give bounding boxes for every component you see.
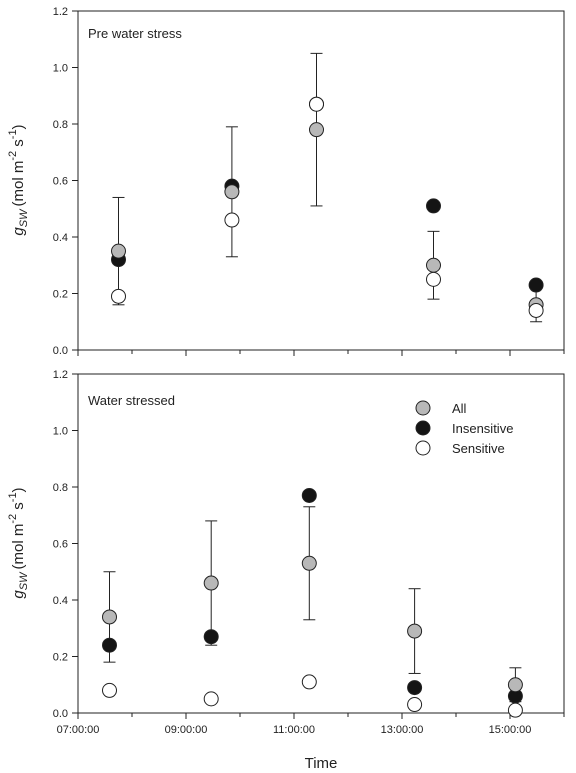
sensitive-point [309, 96, 324, 112]
y-tick-label: 1.2 [53, 369, 68, 381]
sensitive-point [407, 697, 423, 713]
panel-water-stressed: Water stressed 0.0 0.2 0.4 0.6 0.8 1.0 1.2 07:… [7, 369, 565, 772]
legend-marker-sensitive [415, 440, 431, 456]
panel-pre-water-stress: Pre water stress 0.0 0.2 0.4 0.6 0.8 1.0 1.2 g… [7, 6, 565, 357]
y-tick-label: 0.0 [53, 708, 68, 720]
plot-frame-1 [77, 10, 565, 351]
data-marks-1 [111, 52, 544, 323]
y-axis-label-1: gSW(mol m-2 s-1) [7, 124, 30, 235]
y-tick-label: 1.0 [53, 63, 68, 75]
legend-marker-all [415, 400, 431, 416]
all-point [309, 122, 324, 138]
data-marks-2 [102, 487, 523, 718]
all-point [507, 677, 523, 693]
insensitive-point [301, 487, 317, 503]
insensitive-point [102, 637, 117, 653]
y-ticks-2: 0.0 0.2 0.4 0.6 0.8 1.0 1.2 [53, 369, 78, 720]
ylabel-main: g [10, 590, 27, 599]
insensitive-point [407, 680, 423, 696]
sensitive-point [102, 682, 117, 698]
ylabel-units: (mol m [10, 524, 27, 570]
y-tick-label: 0.8 [53, 119, 68, 131]
x-tick-label: 15:00:00 [489, 724, 532, 736]
y-tick-label: 1.2 [53, 6, 68, 18]
all-point [301, 555, 317, 571]
ylabel-sub: SW [18, 208, 30, 227]
panel-title-2: Water stressed [88, 393, 175, 408]
y-axis-label-2: gSW(mol m-2 s-1) [7, 487, 30, 598]
sensitive-point [203, 691, 219, 707]
sensitive-point [224, 212, 240, 228]
x-axis-label: Time [305, 755, 338, 772]
y-tick-label: 0.6 [53, 539, 68, 551]
all-point [102, 609, 117, 625]
x-ticks-1 [77, 350, 565, 356]
ylabel-sub: SW [18, 571, 30, 590]
legend-label-insensitive: Insensitive [452, 421, 513, 436]
sensitive-point [507, 702, 523, 718]
ylabel-main: g [10, 227, 27, 236]
ylabel-close: ) [10, 487, 27, 492]
ylabel-exp1: -2 [7, 151, 19, 161]
y-tick-label: 0.2 [53, 652, 68, 664]
insensitive-point [203, 629, 219, 645]
x-tick-label: 07:00:00 [57, 724, 100, 736]
sensitive-point [426, 271, 441, 287]
y-tick-label: 0.6 [53, 176, 68, 188]
ylabel-close: ) [10, 124, 27, 129]
y-tick-label: 0.4 [53, 595, 68, 607]
y-tick-label: 0.4 [53, 232, 68, 244]
ylabel-mid: s [10, 502, 27, 514]
y-tick-label: 1.0 [53, 426, 68, 438]
ylabel-mid: s [10, 139, 27, 151]
insensitive-point [426, 198, 441, 214]
all-point [111, 243, 126, 259]
all-point [426, 257, 441, 273]
all-point [224, 184, 240, 200]
insensitive-point [528, 277, 544, 293]
legend-label-sensitive: Sensitive [452, 441, 505, 456]
x-tick-label: 13:00:00 [381, 724, 424, 736]
ylabel-exp2: -1 [7, 129, 19, 139]
ylabel-units: (mol m [10, 161, 27, 207]
ylabel-exp2: -1 [7, 492, 19, 502]
sensitive-point [301, 674, 317, 690]
ylabel-exp1: -2 [7, 514, 19, 524]
all-point [407, 623, 423, 639]
legend-label-all: All [452, 401, 467, 416]
x-tick-label: 09:00:00 [165, 724, 208, 736]
y-ticks-1: 0.0 0.2 0.4 0.6 0.8 1.0 1.2 [53, 6, 78, 357]
legend: All Insensitive Sensitive [415, 400, 513, 456]
sensitive-point [528, 302, 544, 318]
legend-marker-insensitive [415, 420, 431, 436]
sensitive-point [111, 288, 126, 304]
x-ticks-2: 07:00:00 09:00:00 11:00:00 13:00:00 15:00:00 [57, 713, 565, 736]
panel-title-1: Pre water stress [88, 26, 182, 41]
all-point [203, 575, 219, 591]
x-tick-label: 11:00:00 [273, 724, 315, 736]
y-tick-label: 0.2 [53, 289, 68, 301]
y-tick-label: 0.0 [53, 345, 68, 357]
y-tick-label: 0.8 [53, 482, 68, 494]
